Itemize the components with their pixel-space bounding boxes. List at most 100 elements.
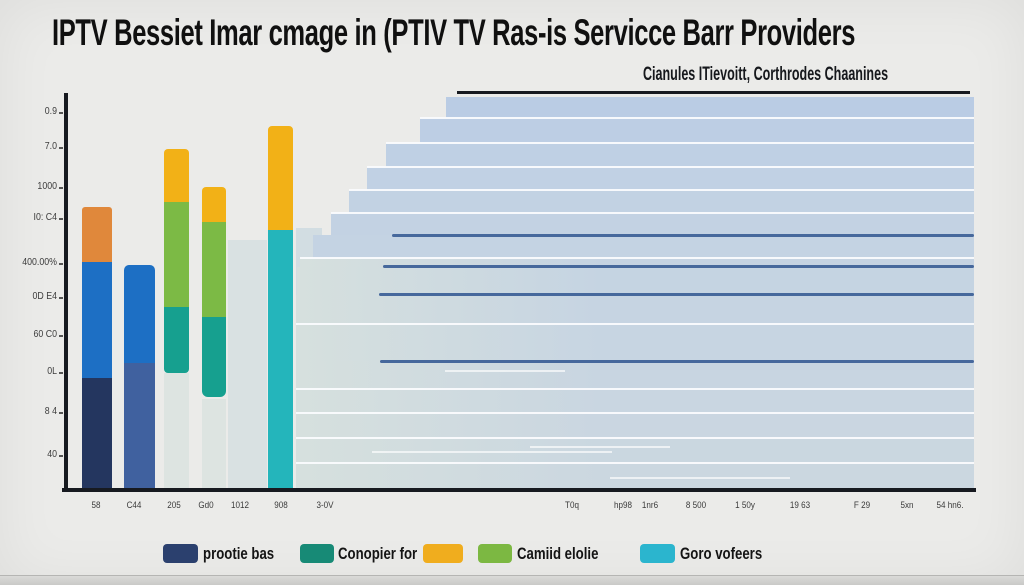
y-tick-label: 7.0 — [44, 141, 57, 152]
bar-segment-bar_blue — [82, 261, 112, 378]
bar-segment-bar_orange — [82, 206, 112, 262]
legend-label: Conopier for — [338, 545, 418, 563]
x-tick-label: Gd0 — [198, 500, 214, 511]
bar-segment-bar_yellow — [268, 125, 293, 230]
step-separator — [296, 388, 974, 390]
x-tick-label: 5xn — [900, 500, 914, 511]
y-tick-label: 40 — [47, 449, 57, 460]
y-tick-mark — [59, 218, 63, 220]
step-separator — [296, 462, 974, 464]
step-band — [349, 190, 974, 213]
bar-segment-bar_teal — [164, 306, 189, 373]
step-band — [300, 258, 974, 267]
legend-label: Camiid elolie — [517, 545, 599, 563]
bar-segment-bar_green — [164, 201, 189, 307]
highlight-streak — [372, 451, 612, 453]
step-separator — [386, 142, 974, 144]
step-separator — [296, 323, 974, 325]
y-tick-label: I0: C4 — [33, 212, 57, 223]
step-band — [420, 118, 974, 143]
bar-segment-bar_teal — [202, 317, 226, 397]
y-tick-label: 0D E4 — [32, 291, 57, 302]
legend-label: Goro vofeers — [680, 545, 763, 563]
y-tick-mark — [59, 112, 63, 114]
y-tick-mark — [59, 455, 63, 457]
chart-subtitle: Cianules ITievoitt, Corthrodes Chaanines — [643, 64, 889, 85]
step-band — [296, 295, 974, 324]
step-separator — [296, 437, 974, 439]
bar-segment-bar_navy — [82, 378, 112, 489]
step-band — [446, 97, 974, 118]
legend-swatch-legend_teal — [300, 544, 334, 563]
legend-swatch-legend_green — [478, 544, 512, 563]
y-tick-label: 60 C0 — [33, 329, 57, 340]
x-tick-label: 1 50y — [735, 500, 755, 511]
y-tick-mark — [59, 187, 63, 189]
y-tick-mark — [59, 335, 63, 337]
y-tick-label: 400.00% — [22, 257, 57, 268]
chart-title: IPTV Bessiet Imar cmage in (PTIV TV Ras-… — [52, 12, 856, 53]
x-tick-label: 1nr6 — [641, 500, 659, 511]
step-band — [296, 361, 974, 389]
step-separator — [420, 117, 974, 119]
bar-segment-bar_yellow — [164, 148, 189, 202]
x-tick-label: F 29 — [853, 500, 871, 511]
y-tick-mark — [59, 372, 63, 374]
ghost-bar — [164, 373, 189, 489]
bar-segment-bar_slate — [124, 362, 155, 489]
y-tick-mark — [59, 297, 63, 299]
x-tick-label: 19 63 — [789, 500, 811, 511]
step-band — [297, 267, 974, 295]
x-tick-label: hp98 — [614, 500, 632, 511]
bar-segment-bar_blue — [124, 265, 155, 363]
y-tick-mark — [59, 263, 63, 265]
step-band — [296, 324, 974, 361]
step-band — [367, 167, 974, 190]
step-separator — [367, 166, 974, 168]
x-tick-label: 8 500 — [685, 500, 707, 511]
step-band — [313, 235, 974, 258]
step-separator — [331, 212, 974, 214]
y-tick-mark — [59, 412, 63, 414]
step-separator — [349, 189, 974, 191]
highlight-streak — [530, 446, 670, 448]
legend-swatch-legend_yellow — [423, 544, 463, 563]
x-tick-label: 205 — [167, 500, 181, 511]
y-axis-line — [64, 93, 68, 492]
x-tick-label: 58 — [91, 500, 101, 511]
step-band — [296, 463, 974, 488]
x-tick-label: 3-0V — [316, 500, 334, 511]
legend-swatch-legend_navy — [163, 544, 198, 563]
highlight-streak — [610, 477, 790, 479]
step-band — [296, 438, 974, 463]
y-tick-mark — [59, 147, 63, 149]
x-tick-label: 1012 — [231, 500, 249, 511]
x-tick-label: T0q — [565, 500, 579, 511]
step-band — [296, 389, 974, 413]
step-separator — [296, 412, 974, 414]
ghost-bar — [202, 399, 226, 489]
highlight-streak — [445, 370, 565, 372]
bar-segment-bar_cyan — [268, 229, 293, 489]
x-tick-label: 54 hn6. — [936, 500, 964, 511]
grid-line-navy — [392, 234, 974, 237]
y-tick-label: 0L — [47, 366, 57, 377]
x-tick-label: C44 — [126, 500, 142, 511]
grid-line-navy — [380, 360, 974, 363]
grid-line-navy — [383, 265, 974, 268]
step-band — [331, 213, 974, 235]
bar-segment-bar_green — [202, 221, 226, 318]
x-axis-line — [62, 488, 976, 492]
step-band — [296, 413, 974, 438]
bar-segment-bar_yellow — [202, 186, 226, 222]
y-tick-label: 1000 — [37, 181, 57, 192]
legend-swatch-legend_cyan — [640, 544, 675, 563]
top-border-line — [457, 91, 970, 94]
bottom-edge-strip — [0, 575, 1024, 585]
ghost-bar — [228, 240, 267, 489]
y-tick-label: 0.9 — [44, 106, 57, 117]
y-tick-label: 8 4 — [44, 406, 57, 417]
grid-line-navy — [379, 293, 974, 296]
